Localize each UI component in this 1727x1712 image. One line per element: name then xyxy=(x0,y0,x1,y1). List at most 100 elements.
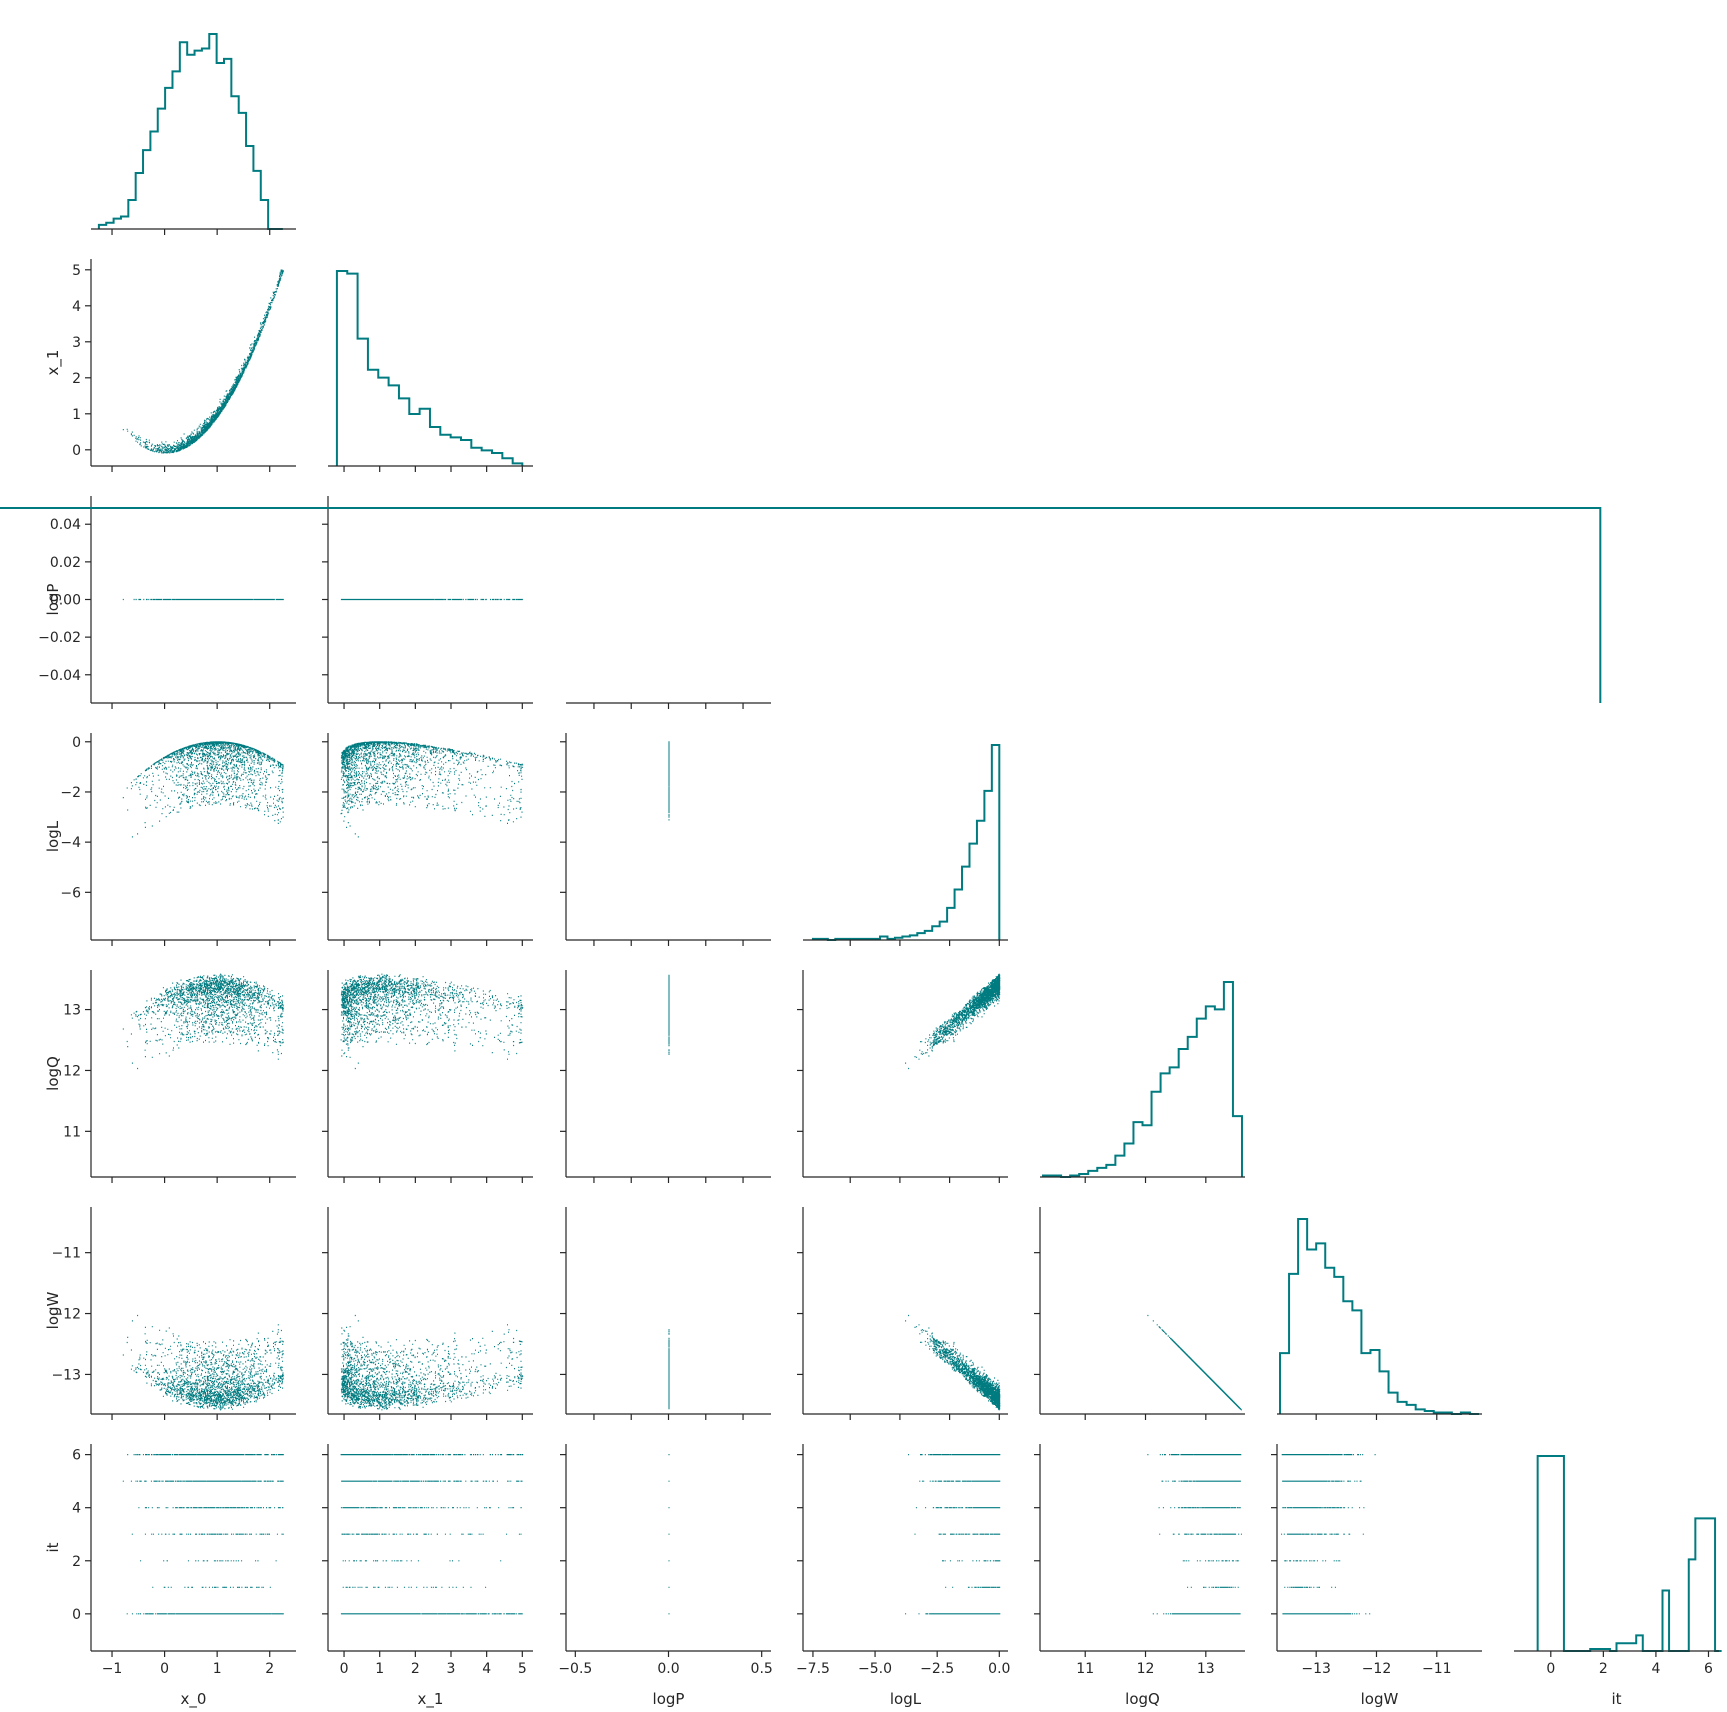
x-tick-label: 0.5 xyxy=(751,1661,773,1677)
x-tick-label: −7.5 xyxy=(796,1661,830,1677)
y-tick-label: 2 xyxy=(72,1554,81,1570)
y-axis-label-logW: logW xyxy=(44,1291,62,1329)
panel-x_1-vs-x_0: 0 1 2 3 4 5 xyxy=(72,259,296,472)
scatter-points-x_1-vs-x_0 xyxy=(122,269,284,454)
scatter-marks xyxy=(905,1314,1001,1411)
y-tick-label: −6 xyxy=(60,885,81,901)
y-tick-label: −12 xyxy=(51,1307,81,1323)
scatter-marks xyxy=(668,1454,670,1615)
scatter-points-logL-vs-logP xyxy=(668,741,670,821)
scatter-marks xyxy=(122,973,284,1070)
x-tick-label: −0.5 xyxy=(558,1661,592,1677)
x-tick-label: −12 xyxy=(1362,1661,1392,1677)
panel-logQ-vs-x_1 xyxy=(322,970,533,1183)
panel-it-vs-logL: −7.5 −5.0 −2.5 0.0 xyxy=(796,1444,1010,1677)
scatter-marks xyxy=(668,974,670,1055)
histogram-logW xyxy=(1279,1218,1479,1415)
panel-logW-vs-logL xyxy=(797,1207,1008,1420)
panel-logQ-vs-logL xyxy=(797,970,1008,1183)
scatter-points-logQ-vs-x_0 xyxy=(122,973,284,1070)
y-tick-label: 0.02 xyxy=(50,555,81,571)
x-tick-label: 2 xyxy=(1599,1661,1608,1677)
panel-logL-vs-logL xyxy=(803,744,1008,946)
y-tick-label: −0.02 xyxy=(38,630,81,646)
panel-logL-vs-x_1 xyxy=(322,733,533,946)
y-tick-label: 3 xyxy=(72,335,81,351)
x-tick-label: −2.5 xyxy=(920,1661,954,1677)
y-tick-label: 1 xyxy=(72,407,81,423)
scatter-points-logW-vs-logL xyxy=(905,1314,1001,1411)
scatter-points-it-vs-x_1 xyxy=(340,1454,524,1615)
x-axis-label-x_0: x_0 xyxy=(181,1690,207,1709)
panel-logP-vs-logP xyxy=(0,507,1602,709)
x-tick-label: 2 xyxy=(411,1661,420,1677)
x-tick-label: −13 xyxy=(1301,1661,1331,1677)
y-axis-label-logP: logP xyxy=(44,584,62,616)
scatter-marks xyxy=(1281,1454,1376,1615)
histogram-x_0 xyxy=(97,33,283,230)
scatter-points-logL-vs-x_0 xyxy=(122,741,284,838)
panel-logW-vs-logP xyxy=(560,1207,771,1420)
y-tick-label: −13 xyxy=(51,1367,81,1383)
histogram-it xyxy=(1536,1455,1722,1652)
y-axis-label-it: it xyxy=(44,1542,62,1552)
x-tick-label: 11 xyxy=(1076,1661,1094,1677)
y-tick-label: 4 xyxy=(72,1501,81,1517)
y-tick-label: 0 xyxy=(72,1607,81,1623)
scatter-marks xyxy=(122,741,284,838)
scatter-marks xyxy=(122,1454,284,1615)
x-tick-label: 5 xyxy=(518,1661,527,1677)
x-tick-label: −5.0 xyxy=(858,1661,892,1677)
x-tick-label: 1 xyxy=(213,1661,222,1677)
scatter-points-it-vs-x_0 xyxy=(122,1454,284,1615)
y-tick-label: 6 xyxy=(72,1448,81,1464)
panel-logQ-vs-logP xyxy=(560,970,771,1183)
x-tick-label: 4 xyxy=(482,1661,491,1677)
y-tick-label: 0 xyxy=(72,735,81,751)
panel-logP-vs-x_1 xyxy=(322,496,533,709)
scatter-points-logW-vs-x_0 xyxy=(122,1314,284,1411)
panel-it-vs-logW: −13 −12 −11 xyxy=(1271,1444,1482,1677)
histogram-logL xyxy=(811,744,1001,941)
panel-it-vs-it: 0 2 4 6 xyxy=(1514,1455,1722,1677)
y-axis-label-logQ: logQ xyxy=(44,1056,62,1091)
x-axis-label-logW: logW xyxy=(1361,1690,1399,1708)
panel-logW-vs-x_1 xyxy=(322,1207,533,1420)
y-tick-label: −11 xyxy=(51,1246,81,1262)
scatter-points-logW-vs-x_1 xyxy=(340,1314,524,1411)
scatter-points-it-vs-logQ xyxy=(1147,1454,1242,1615)
scatter-points-it-vs-logP xyxy=(668,1454,670,1615)
x-tick-label: 4 xyxy=(1651,1661,1660,1677)
x-tick-label: 1 xyxy=(375,1661,384,1677)
histogram-logP xyxy=(0,507,1602,703)
y-tick-label: 0.00 xyxy=(50,593,81,609)
scatter-marks xyxy=(340,1454,524,1615)
scatter-marks xyxy=(668,741,670,821)
y-tick-label: 0 xyxy=(72,443,81,459)
x-tick-label: 0.0 xyxy=(657,1661,679,1677)
y-axis-label-logL: logL xyxy=(44,820,62,852)
x-tick-label: 0 xyxy=(1546,1661,1555,1677)
panel-x_0-vs-x_0 xyxy=(91,33,296,235)
x-tick-label: 0 xyxy=(160,1661,169,1677)
y-tick-label: 13 xyxy=(63,1003,81,1019)
scatter-points-logW-vs-logQ xyxy=(1147,1314,1242,1411)
y-axis-label-x_1: x_1 xyxy=(44,350,63,376)
x-tick-label: 0.0 xyxy=(988,1661,1010,1677)
y-tick-label: 4 xyxy=(72,299,81,315)
panel-logL-vs-logP xyxy=(560,733,771,946)
histogram-logQ xyxy=(1042,981,1243,1178)
scatter-points-logQ-vs-logP xyxy=(668,974,670,1055)
panel-it-vs-logQ: 11 12 13 xyxy=(1034,1444,1245,1677)
scatter-marks xyxy=(122,269,284,454)
panel-logW-vs-x_0: −13 −12 −11 xyxy=(51,1207,296,1420)
scatter-points-logL-vs-x_1 xyxy=(340,741,524,838)
panel-it-vs-logP: −0.5 0.0 0.5 xyxy=(558,1444,773,1677)
scatter-marks xyxy=(1147,1454,1242,1615)
y-tick-label: −4 xyxy=(60,835,81,851)
x-axis-label-it: it xyxy=(1611,1690,1621,1708)
scatter-marks xyxy=(340,973,524,1070)
scatter-points-logQ-vs-logL xyxy=(905,973,1001,1070)
x-axis-label-logP: logP xyxy=(653,1690,685,1708)
